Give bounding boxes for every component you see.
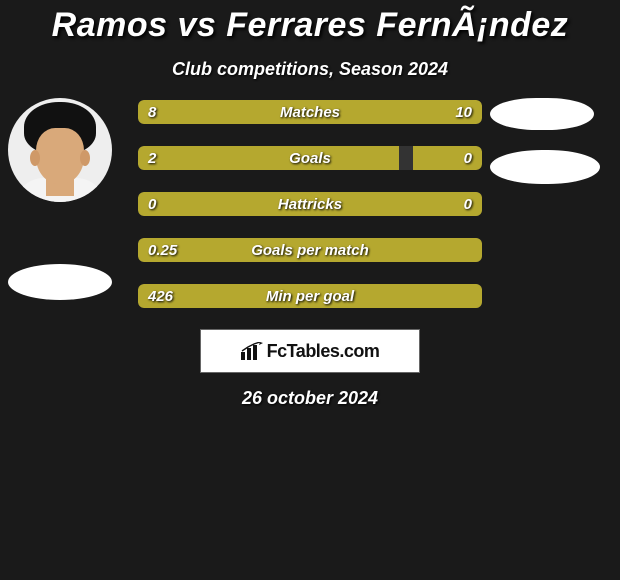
stat-bars: 810Matches 20Goals 00Hattricks 0.25Goals pe… [138,100,482,330]
brand-text: FcTables.com [267,341,380,362]
stat-label: Min per goal [138,284,482,308]
date-label: 26 october 2024 [0,388,620,409]
avatar-right [490,98,594,130]
stat-label: Hattricks [138,192,482,216]
stat-bar: 810Matches [138,100,482,124]
stat-label: Matches [138,100,482,124]
flag-left [8,264,112,300]
stat-label: Goals per match [138,238,482,262]
page-title: Ramos vs Ferrares FernÃ¡ndez [0,0,620,45]
flag-right [490,150,600,184]
brand-box[interactable]: FcTables.com [200,329,420,373]
stat-label: Goals [138,146,482,170]
stat-bar: 426Min per goal [138,284,482,308]
subtitle: Club competitions, Season 2024 [0,59,620,80]
stat-bar: 0.25Goals per match [138,238,482,262]
avatar-left [8,98,112,202]
player-left [8,98,112,300]
player-right [490,98,600,184]
brand-chart-icon [241,342,263,360]
stat-bar: 20Goals [138,146,482,170]
stat-bar: 00Hattricks [138,192,482,216]
